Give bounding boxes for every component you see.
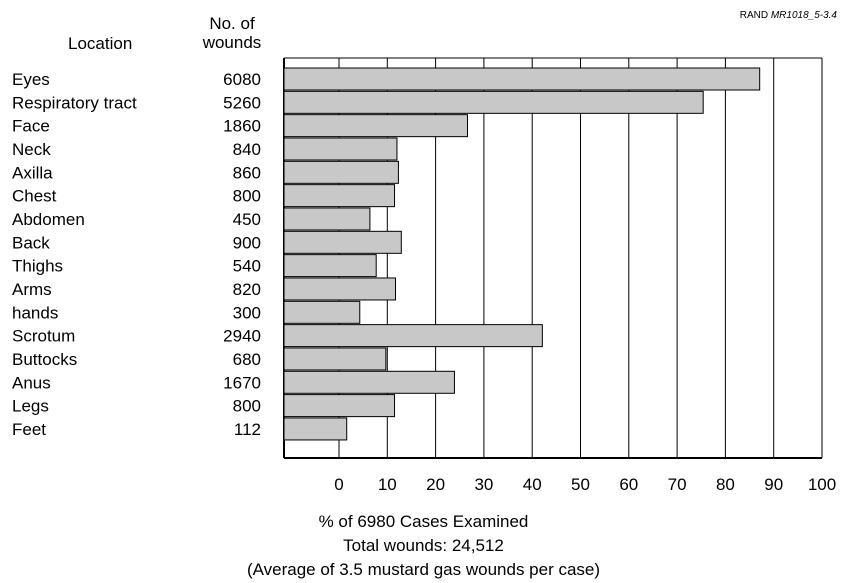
source-prefix: RAND — [739, 10, 769, 21]
category-label: Eyes — [12, 70, 50, 89]
x-tick-label: 30 — [474, 475, 493, 494]
wounds-count: 540 — [233, 257, 261, 276]
wounds-count: 300 — [233, 303, 261, 322]
x-axis-label: % of 6980 Cases Examined — [318, 512, 529, 531]
wounds-header: No. of wounds — [190, 14, 274, 52]
category-label: Anus — [12, 373, 51, 392]
source-note: RAND MR1018_5-3.4 — [740, 10, 837, 21]
bar — [283, 417, 348, 441]
category-label: Back — [12, 233, 50, 252]
bar — [283, 324, 543, 348]
x-tick-label: 20 — [426, 475, 445, 494]
bar — [283, 277, 397, 301]
category-label: Legs — [12, 397, 49, 416]
x-tick-label: 0 — [334, 475, 343, 494]
x-tick-label: 60 — [619, 475, 638, 494]
average-note: (Average of 3.5 mustard gas wounds per c… — [246, 560, 601, 579]
bar — [283, 137, 398, 161]
category-label: Neck — [12, 140, 51, 159]
bar — [283, 230, 402, 254]
bar — [283, 347, 387, 371]
x-tick-label: 10 — [378, 475, 397, 494]
bar — [283, 90, 704, 114]
bar — [283, 160, 399, 184]
category-label: Arms — [12, 280, 52, 299]
wounds-count: 2940 — [223, 327, 261, 346]
wounds-count: 840 — [233, 140, 261, 159]
category-label: Scrotum — [12, 327, 75, 346]
x-tick-label: 80 — [716, 475, 735, 494]
category-label: Axilla — [12, 163, 53, 182]
bar — [283, 114, 468, 138]
wounds-count: 800 — [233, 187, 261, 206]
x-tick-label: 40 — [523, 475, 542, 494]
category-label: Face — [12, 117, 50, 136]
total-wounds-note: Total wounds: 24,512 — [343, 536, 504, 555]
wounds-count: 450 — [233, 210, 261, 229]
wounds-count: 1860 — [223, 117, 261, 136]
bar — [283, 207, 371, 231]
wounds-count: 112 — [234, 420, 261, 439]
category-label: Respiratory tract — [12, 93, 137, 112]
category-label: Feet — [12, 420, 46, 439]
category-label: Abdomen — [12, 210, 85, 229]
wounds-count: 900 — [233, 233, 261, 252]
bar — [283, 394, 396, 418]
x-tick-label: 50 — [571, 475, 590, 494]
wounds-count: 6080 — [223, 70, 261, 89]
wounds-count: 800 — [233, 397, 261, 416]
x-tick-label: 70 — [668, 475, 687, 494]
wounds-header-line1: No. of — [209, 14, 255, 33]
category-label: Thighs — [12, 257, 63, 276]
wounds-count: 820 — [233, 280, 261, 299]
category-label: Chest — [12, 187, 57, 206]
bar — [283, 300, 361, 324]
wounds-count: 860 — [233, 163, 261, 182]
source-code: MR1018_5-3.4 — [770, 10, 837, 21]
category-label: hands — [12, 303, 58, 322]
bar — [283, 370, 455, 394]
bar — [283, 67, 761, 91]
wounds-count: 680 — [233, 350, 261, 369]
bar — [283, 184, 396, 208]
wounds-count: 5260 — [223, 93, 261, 112]
location-header: Location — [68, 34, 133, 53]
bar — [283, 254, 377, 278]
category-label: Buttocks — [12, 350, 77, 369]
x-tick-label: 90 — [764, 475, 783, 494]
wounds-header-line2: wounds — [202, 33, 262, 52]
x-tick-label: 100 — [808, 475, 836, 494]
wounds-count: 1670 — [223, 373, 261, 392]
